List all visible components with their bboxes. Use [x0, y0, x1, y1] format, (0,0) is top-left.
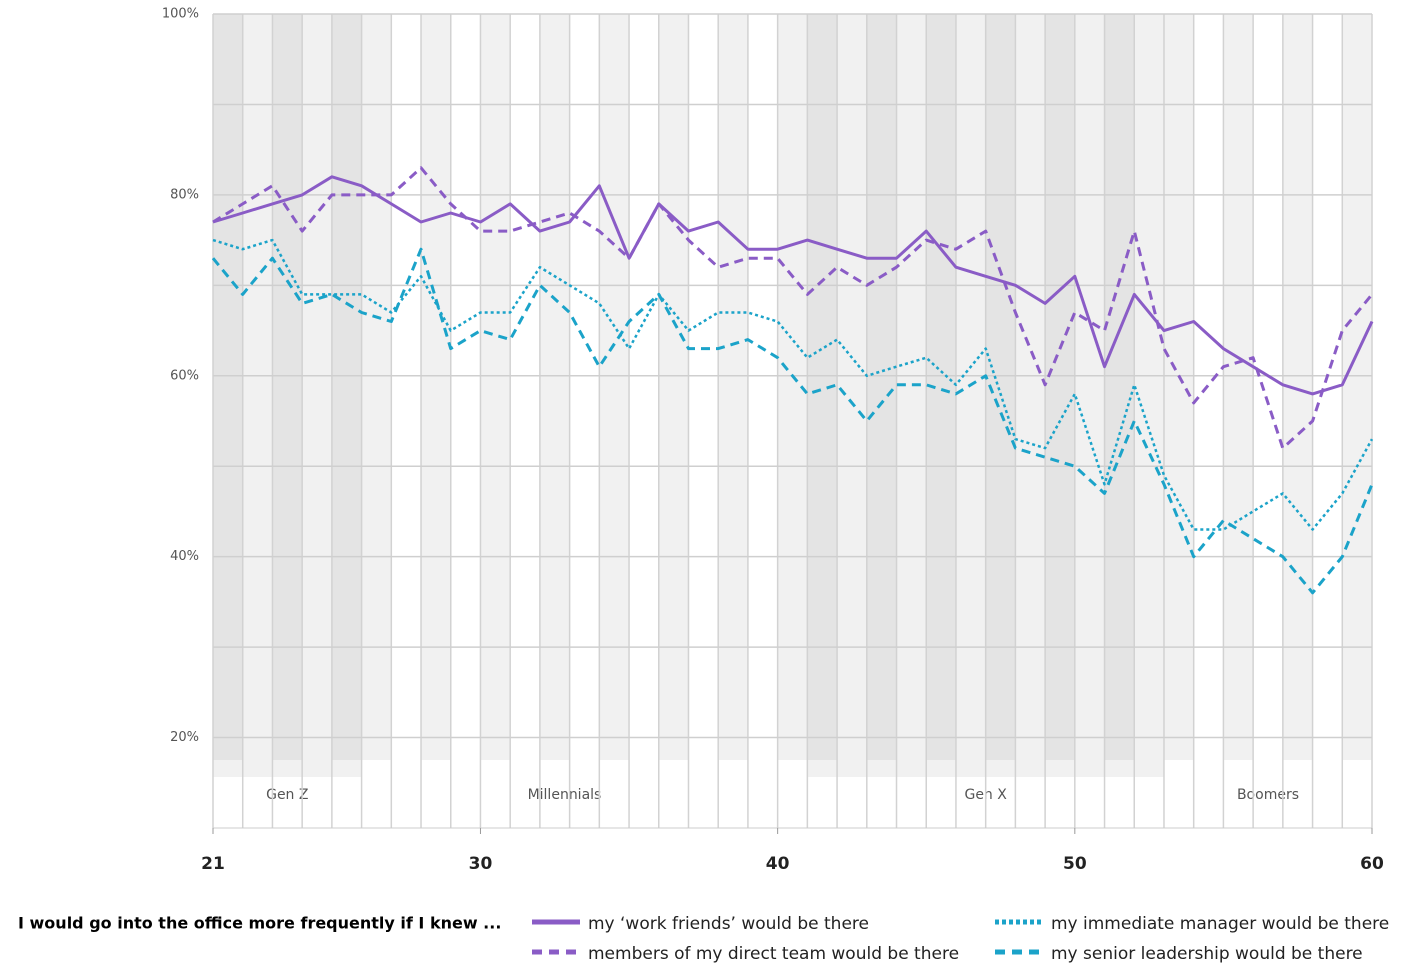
year-column — [361, 14, 392, 760]
year-column — [1342, 14, 1372, 760]
year-column — [1253, 14, 1283, 760]
x-tick-label: 60 — [1360, 854, 1384, 874]
generation-label: Boomers — [1237, 787, 1299, 803]
year-column — [510, 14, 540, 760]
x-tick-label: 30 — [469, 854, 493, 874]
series-line — [212, 175, 1374, 396]
legend-label: my ‘work friends’ would be there — [588, 914, 869, 934]
year-column — [1015, 14, 1046, 760]
year-column — [955, 14, 986, 760]
y-tick-label: 20% — [170, 730, 199, 745]
legend-label: my immediate manager would be there — [1051, 914, 1389, 934]
year-column — [688, 14, 719, 760]
year-column — [629, 14, 659, 760]
x-tick-label: 50 — [1063, 854, 1087, 874]
year-column — [1163, 14, 1194, 760]
year-column — [421, 14, 451, 760]
year-column — [1074, 14, 1105, 760]
year-column — [837, 14, 867, 760]
legend-label: members of my direct team would be there — [588, 944, 959, 964]
y-tick-label: 100% — [162, 7, 199, 22]
year-column — [866, 14, 897, 760]
year-column — [242, 14, 273, 760]
year-column — [718, 14, 748, 760]
year-column — [450, 14, 481, 760]
year-column — [331, 14, 362, 760]
year-column — [1045, 14, 1075, 760]
generation-label: Gen Z — [266, 787, 308, 803]
legend-title: I would go into the office more frequent… — [18, 914, 501, 933]
year-column — [391, 14, 422, 760]
y-tick-label: 80% — [170, 187, 199, 202]
year-column — [1134, 14, 1164, 760]
year-column — [1223, 14, 1254, 760]
plot-lines — [211, 166, 1374, 595]
y-tick-label: 60% — [170, 368, 199, 383]
x-tick-label: 40 — [766, 854, 790, 874]
year-column — [896, 14, 927, 760]
grid — [212, 13, 1373, 834]
year-column — [302, 14, 332, 760]
year-column — [747, 14, 778, 760]
year-column — [480, 14, 511, 760]
year-column — [569, 14, 600, 760]
year-column — [213, 14, 243, 760]
background: Gen Z Millennials Gen X Boomers — [213, 14, 1372, 803]
year-column — [658, 14, 689, 760]
y-tick-label: 40% — [170, 549, 199, 564]
year-column — [539, 14, 570, 760]
generation-label: Millennials — [528, 787, 602, 803]
series-line — [211, 247, 1374, 595]
year-column — [599, 14, 630, 760]
x-tick-label: 21 — [201, 854, 225, 874]
series-line — [212, 166, 1374, 450]
year-column — [272, 14, 303, 760]
legend-label: my senior leadership would be there — [1051, 944, 1363, 964]
year-column — [1104, 14, 1135, 760]
series-line — [212, 238, 1374, 531]
